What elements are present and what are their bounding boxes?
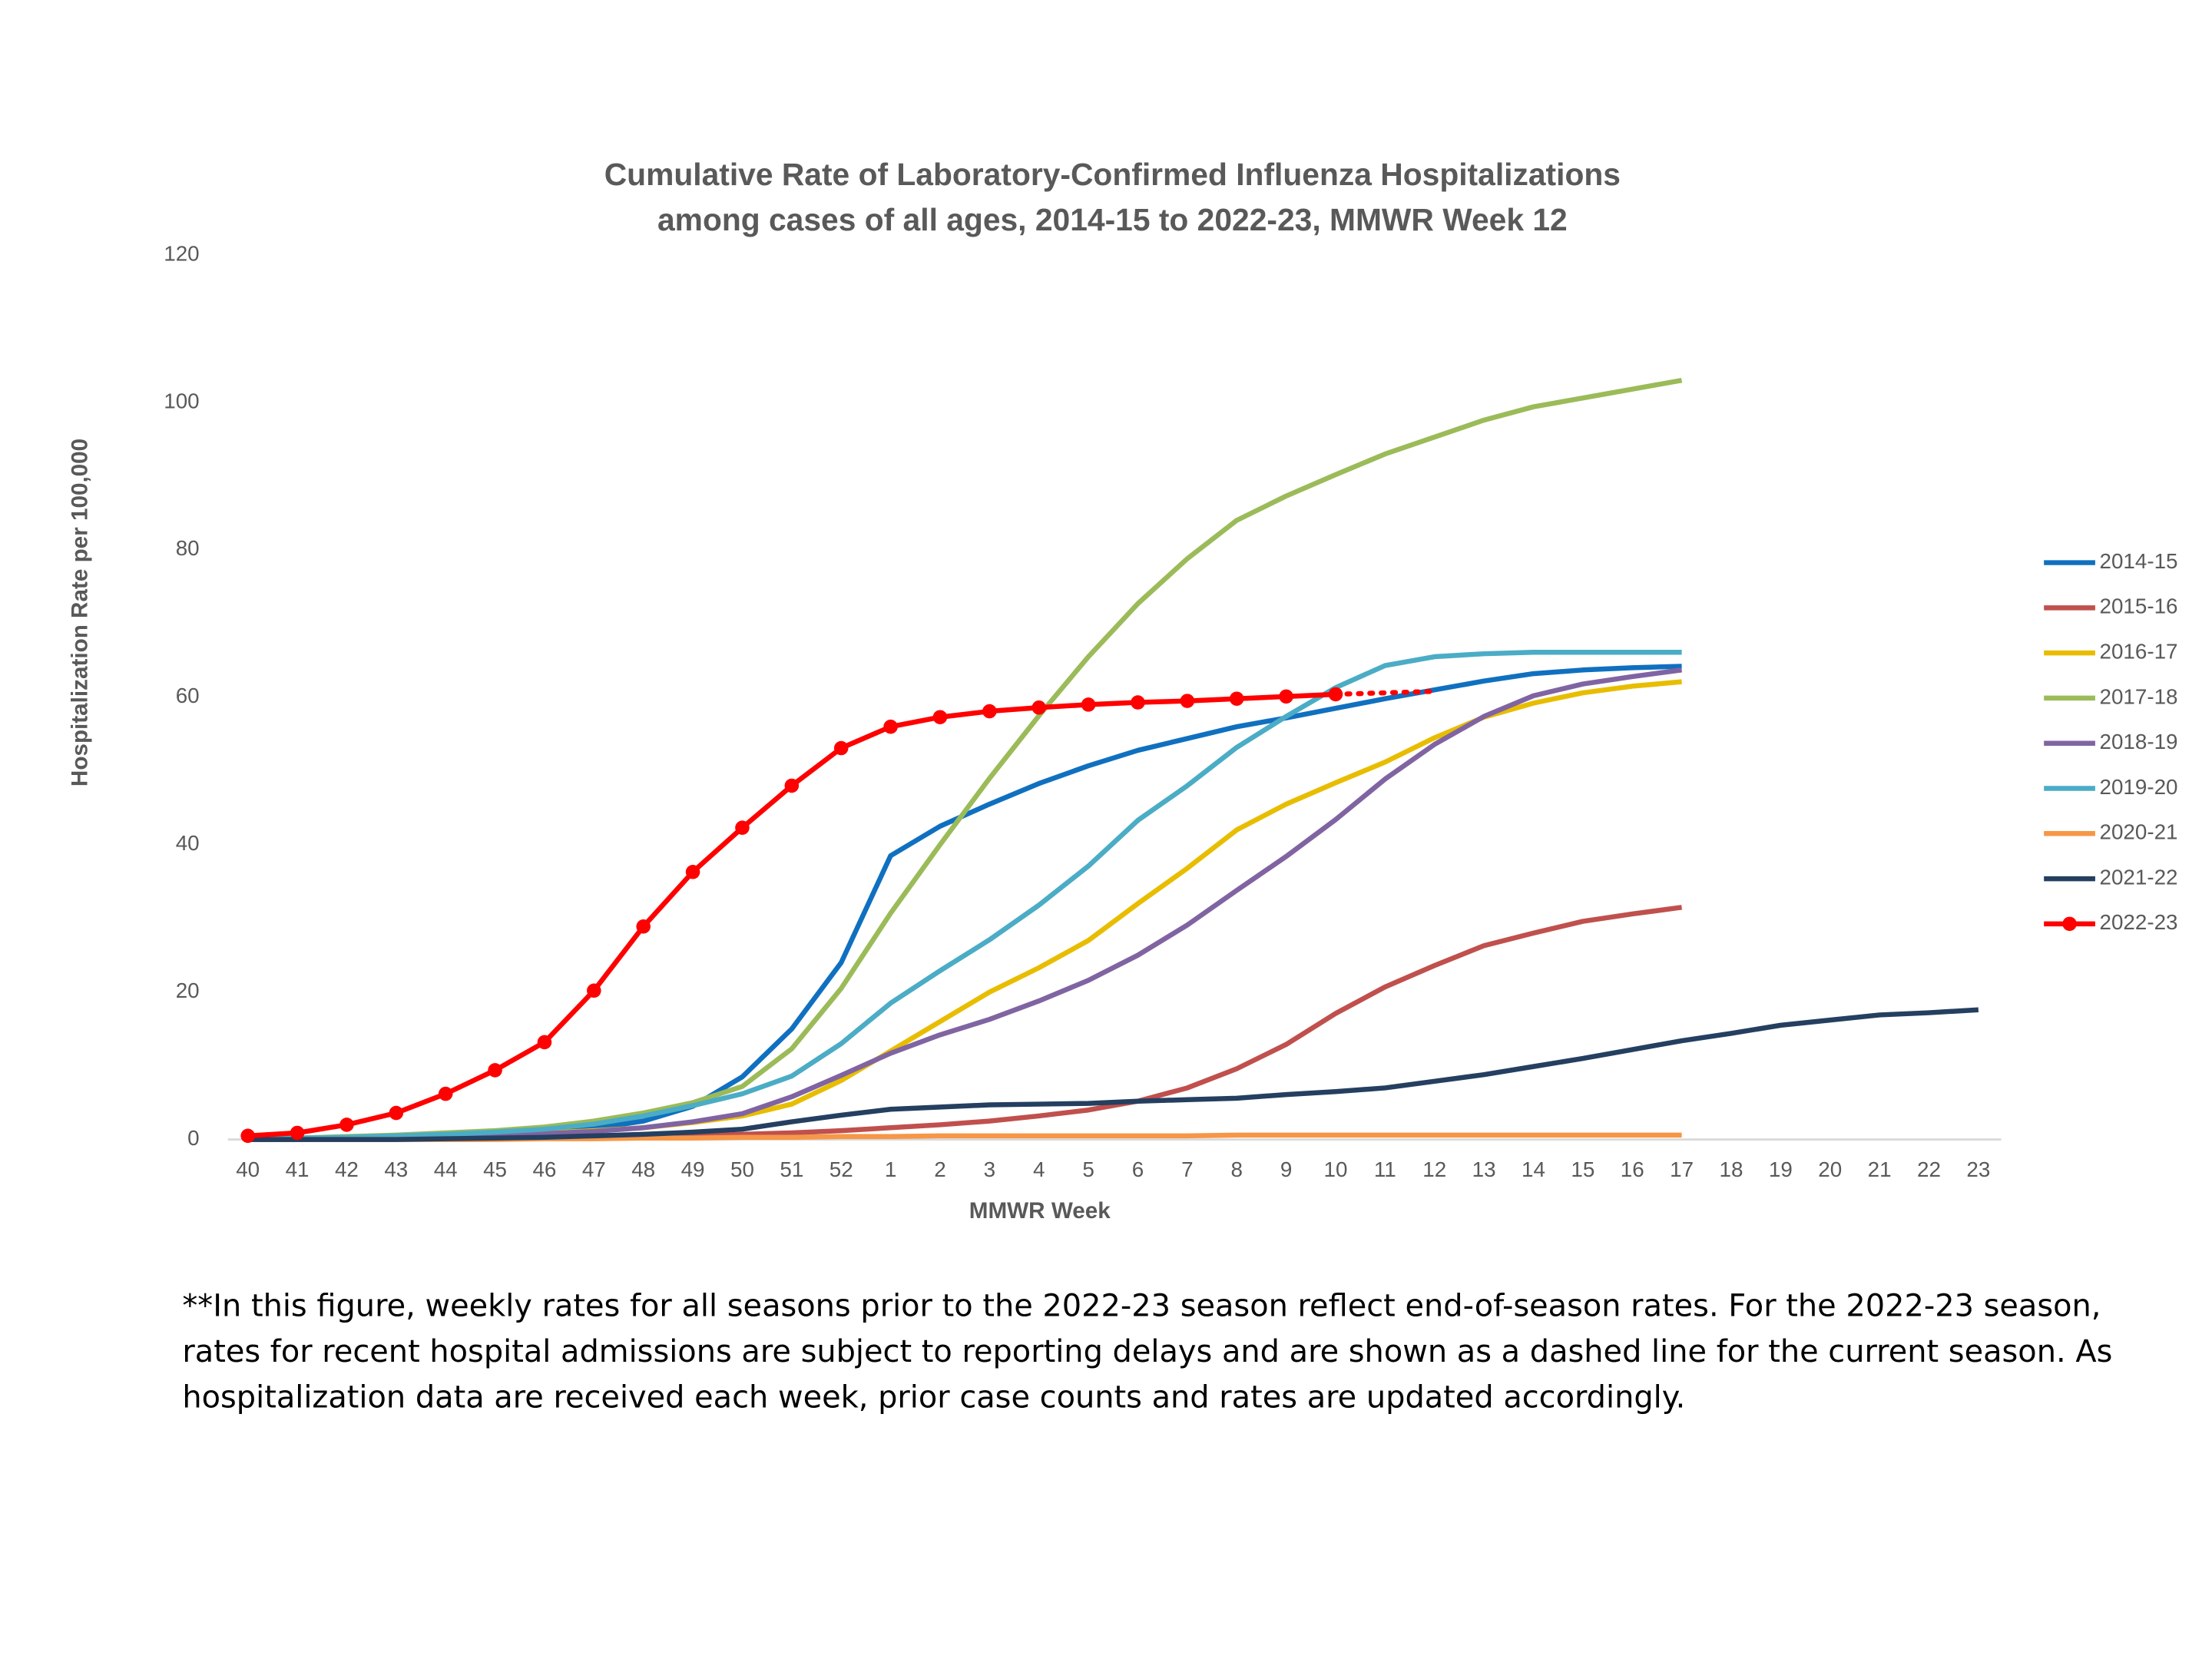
series-marker [1279,689,1293,704]
x-tick-label: 17 [1670,1157,1694,1181]
series-marker [587,983,601,998]
series-marker [1328,687,1343,702]
x-tick-label: 45 [483,1157,507,1181]
legend-label: 2020-21 [2099,820,2177,844]
series-marker [290,1125,305,1141]
x-tick-label: 49 [681,1157,705,1181]
x-tick-label: 41 [286,1157,310,1181]
x-tick-label: 1 [885,1157,896,1181]
series-marker [1229,691,1244,707]
x-tick-label: 4 [1033,1157,1045,1181]
x-tick-label: 5 [1082,1157,1094,1181]
x-axis-title: MMWR Week [969,1198,1111,1224]
chart-title: among cases of all ages, 2014-15 to 2022… [657,202,1568,237]
y-tick-label: 20 [176,979,200,1002]
series-marker [389,1105,404,1121]
series-marker [438,1086,453,1101]
series-marker [636,919,651,934]
x-tick-label: 10 [1324,1157,1348,1181]
x-tick-label: 12 [1422,1157,1446,1181]
x-tick-label: 19 [1769,1157,1793,1181]
series-marker [1031,700,1046,715]
x-tick-label: 16 [1621,1157,1644,1181]
series-line [247,664,1682,1142]
x-tick-label: 9 [1280,1157,1292,1181]
x-tick-label: 47 [582,1157,606,1181]
x-tick-label: 44 [434,1157,458,1181]
x-tick-label: 20 [1818,1157,1842,1181]
series-marker [1081,697,1096,712]
legend-label: 2014-15 [2099,549,2177,573]
series-marker [982,704,997,719]
series-marker [833,740,849,756]
series-line [247,679,1682,1142]
series-marker [488,1063,502,1078]
legend-label: 2017-18 [2099,684,2177,708]
x-tick-label: 43 [384,1157,408,1181]
series-line [1333,688,1437,697]
x-tick-label: 15 [1571,1157,1594,1181]
x-tick-label: 21 [1868,1157,1892,1181]
x-tick-label: 3 [984,1157,995,1181]
series-marker [537,1035,552,1050]
legend-label: 2022-23 [2099,910,2177,934]
series-line [247,1007,1979,1142]
footnote: **In this figure, weekly rates for all s… [182,1289,2113,1416]
series-line [247,667,1683,1142]
series-marker [339,1118,354,1132]
series-marker [735,820,750,835]
y-tick-label: 120 [164,241,199,265]
x-tick-label: 46 [532,1157,556,1181]
x-tick-label: 13 [1472,1157,1496,1181]
x-tick-label: 2 [934,1157,945,1181]
y-tick-label: 40 [176,831,200,855]
y-tick-label: 80 [176,536,200,560]
x-tick-label: 40 [236,1157,260,1181]
series-marker [883,719,898,734]
x-tick-label: 8 [1230,1157,1242,1181]
y-axis-title: Hospitalization Rate per 100,000 [68,439,93,786]
legend-label: 2018-19 [2099,730,2177,753]
x-tick-label: 42 [335,1157,359,1181]
x-tick-label: 52 [830,1157,853,1181]
y-tick-label: 100 [164,389,199,412]
series-marker [784,778,800,793]
x-tick-label: 23 [1966,1157,1990,1181]
legend-label: 2021-22 [2099,865,2177,889]
series-marker [1131,695,1145,710]
chart-title: Cumulative Rate of Laboratory-Confirmed … [604,157,1621,192]
y-tick-label: 0 [187,1126,199,1150]
x-tick-label: 51 [780,1157,803,1181]
x-tick-label: 7 [1181,1157,1193,1181]
series-marker [685,864,700,879]
x-tick-label: 22 [1917,1157,1941,1181]
series-marker [932,710,948,724]
x-tick-label: 6 [1132,1157,1144,1181]
series-line [247,650,1682,1142]
footnote-box: **In this figure, weekly rates for all s… [182,1289,2113,1416]
legend-marker [2062,916,2077,932]
series-marker [1180,694,1195,708]
legend-label: 2015-16 [2099,594,2177,618]
legend-label: 2016-17 [2099,639,2177,663]
legend-label: 2019-20 [2099,775,2177,799]
x-tick-label: 14 [1522,1157,1545,1181]
x-tick-label: 48 [631,1157,655,1181]
series-line [247,691,1336,1139]
series-marker [240,1128,255,1144]
x-tick-label: 18 [1720,1157,1743,1181]
x-tick-label: 50 [730,1157,754,1181]
y-tick-label: 60 [176,684,200,707]
x-tick-label: 11 [1374,1157,1396,1181]
